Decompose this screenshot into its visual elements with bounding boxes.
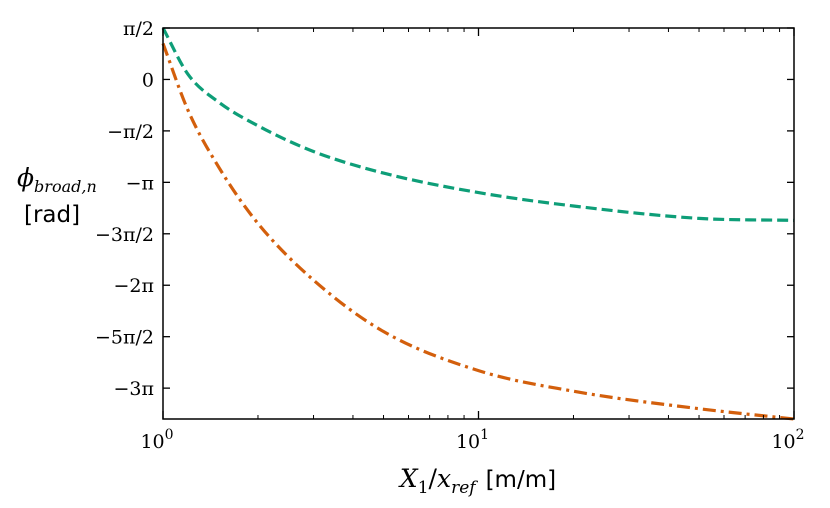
- y-tick-label: −3π: [114, 378, 155, 400]
- x-axis-ref-subscript: ref: [451, 478, 478, 498]
- y-tick-label: −π/2: [107, 121, 154, 143]
- x-tick-label-exponent: 2: [796, 427, 805, 443]
- y-tick-label: 0: [142, 69, 154, 91]
- x-axis-symbol: X: [398, 464, 419, 493]
- y-axis-symbol: ϕ: [17, 163, 34, 192]
- y-axis-symbol-subscript: broad,n: [34, 177, 97, 196]
- plot-frame: [162, 27, 795, 420]
- y-tick-label: −π: [126, 172, 154, 194]
- series-layer: [161, 27, 795, 421]
- x-tick-label-base: 10: [140, 431, 164, 453]
- y-tick-label: π/2: [123, 18, 154, 40]
- x-tick-label-base: 10: [456, 431, 480, 453]
- x-tick-label-exponent: 0: [165, 427, 174, 443]
- x-tick-label: 101: [456, 427, 489, 453]
- x-axis-unit: [m/m]: [486, 467, 557, 493]
- x-tick-label-exponent: 1: [480, 427, 489, 443]
- x-axis-symbol-subscript: 1: [418, 478, 429, 498]
- y-tick-label: −3π/2: [95, 224, 154, 246]
- y-axis-label: ϕbroad,n: [17, 163, 97, 196]
- series-line-2: [161, 42, 795, 421]
- x-tick-label-base: 10: [771, 431, 795, 453]
- x-axis-slash: /: [429, 464, 438, 493]
- y-tick-label: −2π: [114, 275, 155, 297]
- x-tick-label: 100: [140, 427, 173, 453]
- x-tick-label: 102: [771, 427, 804, 453]
- series-line-1: [161, 27, 795, 222]
- x-axis-label: X1/xref [m/m]: [398, 464, 556, 498]
- y-tick-label: −5π/2: [95, 327, 154, 349]
- y-axis-unit: [rad]: [24, 202, 80, 228]
- x-axis-ref-symbol: x: [437, 464, 451, 493]
